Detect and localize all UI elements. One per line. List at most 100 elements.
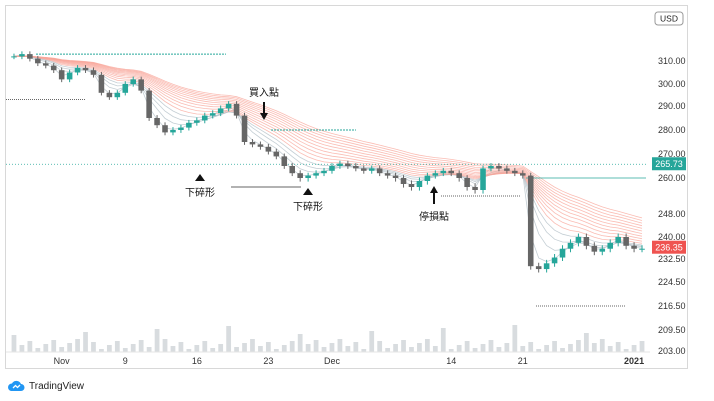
volume-bar: [448, 349, 454, 352]
volume-bar: [178, 342, 184, 352]
volume-bar: [393, 344, 398, 352]
brand[interactable]: TradingView: [7, 378, 84, 394]
volume-bar: [639, 341, 645, 352]
volume-bar: [353, 342, 359, 352]
candle-body: [138, 79, 144, 91]
volume-bar: [536, 349, 542, 352]
price-tick-label: 216.50: [658, 301, 686, 311]
price-tick-label: 203.00: [658, 346, 686, 356]
ema-line: [13, 55, 643, 246]
volume-bar: [154, 329, 160, 352]
candle-body: [535, 266, 542, 270]
volume-bar: [472, 348, 478, 352]
annotation-label: 停損點: [419, 210, 449, 223]
level-lines: [6, 53, 646, 307]
time-axis: Nov 9 16 23 Dec 14 21 2021: [6, 351, 650, 366]
chart-frame: 買入點 下碎形 下碎形 停損點 310.00 300.00 290.00 280.00 270…: [5, 5, 688, 369]
ema-line: [13, 55, 643, 244]
candle-body: [35, 58, 41, 64]
candle-body: [241, 115, 248, 142]
candle-body: [249, 142, 256, 145]
volume-bar: [560, 348, 565, 352]
ema-line: [13, 55, 643, 219]
candle-body: [130, 79, 137, 84]
candle-body: [575, 237, 582, 243]
volume-bar: [250, 339, 255, 352]
volume-bar: [361, 349, 367, 352]
price-tick-label: 290.00: [658, 101, 686, 111]
volume-bar: [480, 344, 486, 352]
volume-bar: [321, 347, 327, 352]
time-tick-label: 16: [192, 356, 202, 366]
candle-body: [519, 173, 526, 176]
volume-bar: [568, 344, 573, 352]
volume-bar: [369, 331, 375, 352]
candles: [11, 51, 645, 273]
time-tick-label: 9: [123, 356, 128, 366]
candle-body: [114, 92, 121, 98]
candle-body: [58, 70, 65, 80]
volume-bar: [51, 340, 57, 352]
annotation: 停損點: [419, 186, 449, 223]
candle-body: [337, 163, 343, 166]
volume-bar: [202, 341, 208, 352]
volume-bar: [130, 344, 136, 352]
volume-bar: [631, 345, 637, 352]
volume-bar: [106, 345, 112, 352]
volume-bar: [194, 345, 200, 352]
ema-line: [13, 55, 643, 229]
ema-line: [13, 55, 643, 251]
ema-line: [13, 55, 643, 240]
ema-line: [13, 55, 643, 232]
price-tick-label: 300.00: [658, 79, 686, 89]
candle-body: [225, 103, 232, 109]
volume-bar: [83, 332, 88, 352]
candle-body: [368, 168, 375, 171]
candle-body: [583, 237, 590, 246]
candle-body: [289, 166, 296, 174]
brand-name: TradingView: [29, 380, 85, 392]
candle-body: [201, 115, 208, 121]
candle-body: [353, 166, 359, 169]
annotation-label: 下碎形: [293, 200, 323, 213]
candle-body: [257, 144, 264, 147]
candle-body: [154, 118, 160, 126]
price-badges: 265.73 236.35: [652, 157, 686, 254]
candle-body: [50, 65, 57, 71]
ema-line: [13, 55, 643, 234]
candle-body: [559, 248, 566, 258]
ema-line: [13, 55, 643, 242]
price-tick-label: 240.00: [658, 232, 686, 242]
price-tick-label: 224.50: [658, 277, 686, 287]
candle-body: [217, 108, 224, 114]
candle-body: [345, 163, 351, 166]
candle-body: [273, 151, 280, 157]
candle-body: [607, 242, 614, 249]
time-tick-label: Dec: [324, 356, 341, 366]
candle-body: [360, 168, 367, 171]
volume-bar: [377, 341, 383, 352]
candle-body: [400, 178, 407, 184]
candle-body: [305, 175, 311, 178]
volume-bar: [599, 339, 605, 352]
volume-bar: [226, 326, 232, 352]
time-tick-label: 21: [518, 356, 528, 366]
candle-body: [639, 248, 645, 250]
candle-body: [376, 168, 383, 174]
candle-body: [321, 170, 327, 174]
volume-bar: [432, 346, 438, 352]
volume-bar: [289, 341, 295, 352]
currency-badge[interactable]: USD: [654, 11, 684, 26]
arrow-down-icon: [260, 113, 268, 120]
moving-average-ribbon: [13, 54, 643, 263]
volume-bar: [242, 343, 247, 352]
volume-bar: [75, 339, 80, 352]
candle-body: [82, 67, 89, 71]
candle-body: [551, 257, 558, 264]
price-tick-label: 270.00: [658, 149, 686, 159]
volume-bar: [67, 343, 73, 352]
volume-bar: [91, 342, 96, 352]
candle-body: [313, 173, 319, 176]
candle-body: [432, 173, 439, 176]
